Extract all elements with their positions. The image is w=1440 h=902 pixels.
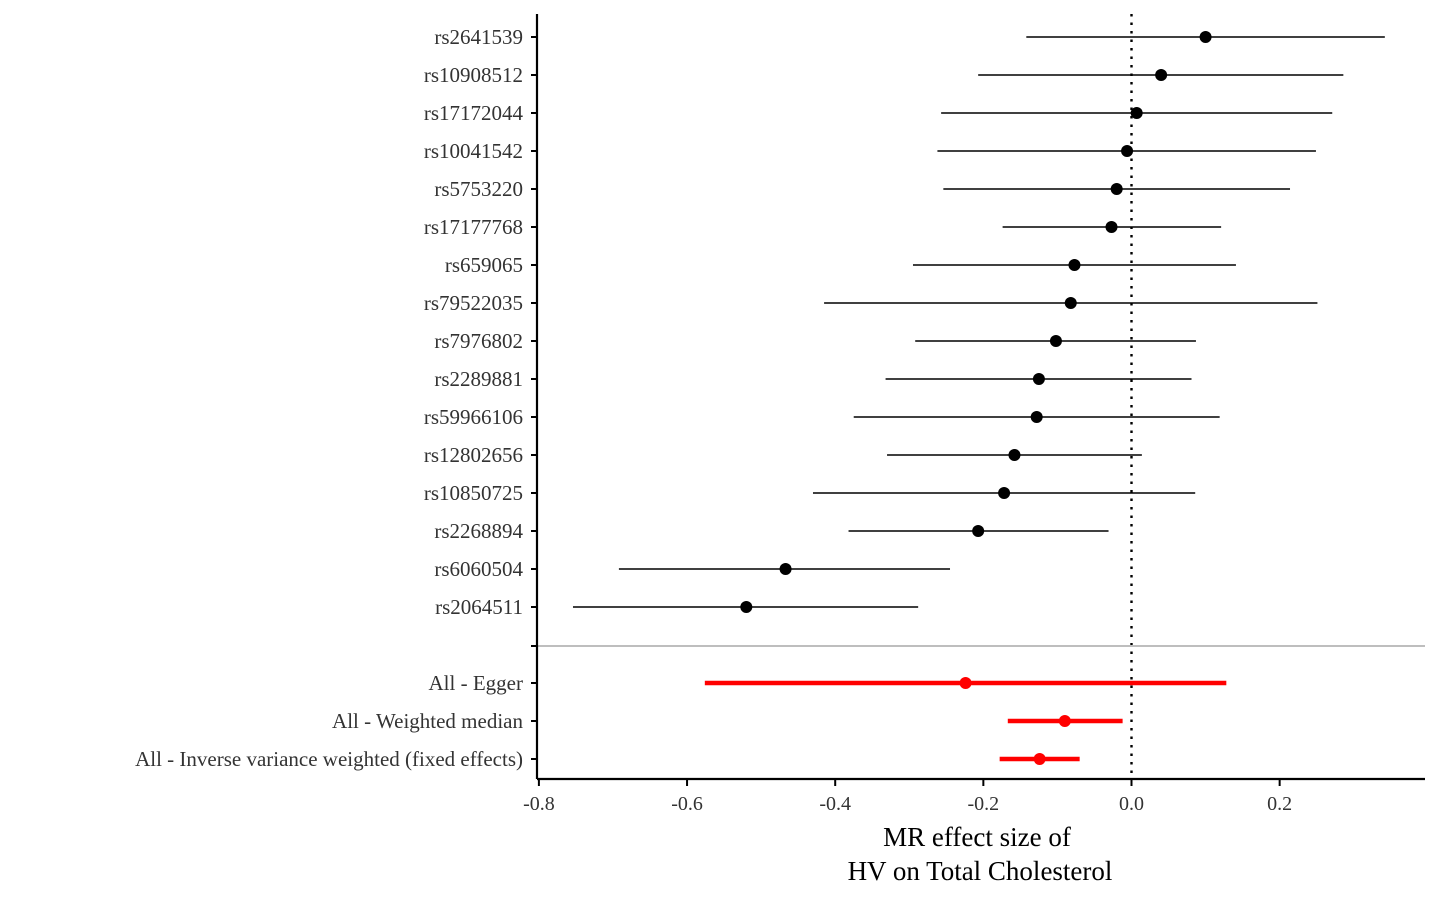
x-axis-title-line-1: MR effect size of — [883, 822, 1071, 852]
snp-label: rs79522035 — [424, 291, 523, 315]
snp-label: rs5753220 — [434, 177, 523, 201]
snp-label: rs2289881 — [434, 367, 523, 391]
snp-point — [1110, 183, 1123, 195]
snp-label: rs6060504 — [434, 557, 523, 581]
snp-point — [1068, 259, 1081, 271]
x-tick-label: -0.4 — [819, 793, 851, 815]
x-tick-label: -0.2 — [968, 793, 1000, 815]
snp-label: rs2641539 — [434, 25, 523, 49]
x-tick-label: -0.8 — [523, 793, 555, 815]
method-label: All - Egger — [429, 671, 523, 695]
snp-label: rs659065 — [445, 253, 523, 277]
snp-label: rs17172044 — [424, 101, 524, 125]
snp-point — [1049, 335, 1062, 347]
snp-point — [1199, 31, 1212, 43]
snp-point — [1121, 145, 1134, 157]
method-point — [1033, 753, 1046, 765]
x-tick-label: 0.0 — [1119, 793, 1144, 815]
axes-layer — [531, 14, 1425, 786]
snp-point — [998, 487, 1011, 499]
method-label: All - Weighted median — [332, 709, 523, 733]
method-point — [1058, 715, 1071, 727]
snp-label: rs7976802 — [434, 329, 523, 353]
snp-point — [1064, 297, 1077, 309]
snp-label: rs10041542 — [424, 139, 523, 163]
snp-label: rs59966106 — [424, 405, 523, 429]
snp-label: rs10908512 — [424, 63, 523, 87]
snp-label: rs2268894 — [434, 519, 523, 543]
snp-point — [972, 525, 985, 537]
snp-label: rs10850725 — [424, 481, 523, 505]
method-point — [959, 677, 972, 689]
x-axis-title-line-2: HV on Total Cholesterol — [848, 856, 1113, 886]
x-tick-label: -0.6 — [671, 793, 703, 815]
snp-point — [1032, 373, 1045, 385]
snp-point — [1030, 411, 1043, 423]
snp-point — [779, 563, 792, 575]
snp-point — [740, 601, 753, 613]
snp-label: rs17177768 — [424, 215, 523, 239]
snp-label: rs12802656 — [424, 443, 523, 467]
method-label: All - Inverse variance weighted (fixed e… — [135, 747, 523, 771]
snp-point — [1105, 221, 1118, 233]
snp-point — [1155, 69, 1168, 81]
snp-point — [1130, 107, 1143, 119]
x-tick-label: 0.2 — [1267, 793, 1292, 815]
labels-layer: rs2641539 rs10908512 rs17172044 rs10041542 r… — [135, 25, 1292, 815]
marks-layer — [572, 31, 1385, 765]
snp-point — [1008, 449, 1021, 461]
snp-label: rs2064511 — [435, 595, 523, 619]
